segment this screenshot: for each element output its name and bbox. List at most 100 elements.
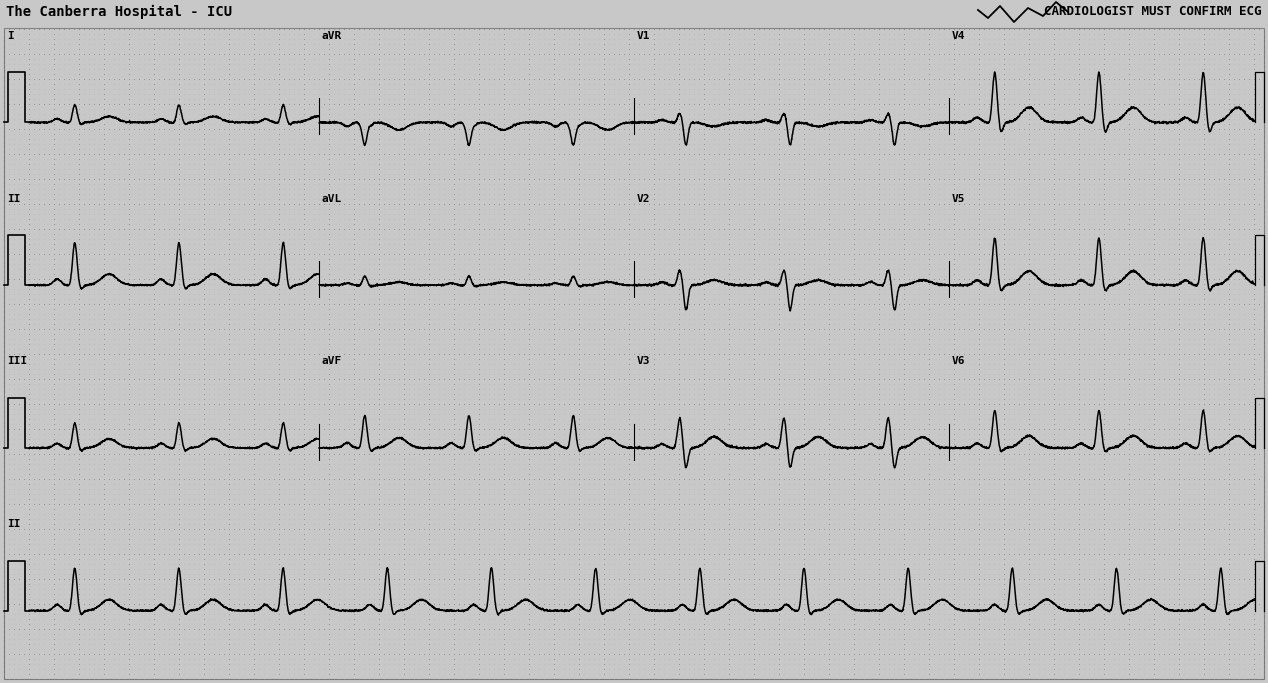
Point (768, 283, 789, 294)
Point (339, 628, 359, 639)
Point (848, 89, 869, 100)
Point (1254, 579, 1268, 589)
Point (1139, 294, 1159, 305)
Point (284, 464, 304, 475)
Point (829, 664, 850, 675)
Point (214, 404, 235, 415)
Point (544, 163, 564, 174)
Point (408, 548, 429, 559)
Point (434, 579, 454, 589)
Point (109, 169, 129, 180)
Point (124, 473, 145, 484)
Point (374, 134, 394, 145)
Point (134, 613, 155, 624)
Point (279, 658, 299, 669)
Point (1044, 454, 1064, 464)
Point (1208, 313, 1229, 324)
Point (678, 374, 699, 385)
Point (449, 649, 469, 660)
Point (369, 339, 389, 350)
Point (224, 469, 245, 479)
Point (389, 119, 410, 130)
Point (569, 514, 590, 525)
Point (994, 484, 1014, 494)
Point (848, 238, 869, 249)
Point (24, 59, 44, 70)
Point (858, 344, 879, 354)
Point (1144, 613, 1164, 624)
Point (249, 624, 269, 635)
Point (598, 499, 619, 510)
Point (184, 553, 204, 564)
Point (364, 59, 384, 70)
Point (1239, 283, 1259, 294)
Point (254, 178, 274, 189)
Point (469, 68, 489, 79)
Point (403, 113, 424, 124)
Point (124, 533, 145, 544)
Point (768, 628, 789, 639)
Point (729, 318, 749, 329)
Point (664, 673, 685, 683)
Point (109, 389, 129, 400)
Point (1208, 654, 1229, 665)
Point (179, 669, 199, 680)
Point (559, 169, 579, 180)
Point (588, 568, 609, 579)
Point (474, 38, 495, 49)
Point (434, 598, 454, 609)
Point (1129, 563, 1149, 574)
Point (853, 74, 874, 85)
Point (673, 223, 694, 234)
Point (624, 64, 644, 74)
Point (534, 303, 554, 314)
Point (683, 393, 704, 404)
Point (974, 563, 994, 574)
Point (569, 173, 590, 184)
Point (874, 259, 894, 270)
Point (14, 288, 34, 299)
Point (904, 59, 924, 70)
Point (464, 199, 484, 210)
Point (279, 329, 299, 339)
Point (583, 184, 604, 195)
Point (683, 413, 704, 424)
Point (744, 438, 765, 449)
Point (429, 574, 449, 585)
Point (839, 79, 860, 89)
Point (694, 589, 714, 600)
Point (989, 173, 1009, 184)
Point (429, 298, 449, 309)
Point (559, 408, 579, 419)
Point (1059, 389, 1079, 400)
Point (228, 374, 249, 385)
Point (634, 214, 654, 225)
Point (318, 428, 339, 439)
Point (1129, 283, 1149, 294)
Point (534, 553, 554, 564)
Point (654, 148, 675, 159)
Point (29, 199, 49, 210)
Point (189, 378, 209, 389)
Point (408, 469, 429, 479)
Point (583, 253, 604, 264)
Point (1089, 268, 1110, 279)
Point (1149, 359, 1169, 370)
Point (734, 298, 754, 309)
Point (614, 59, 634, 70)
Point (323, 104, 344, 115)
Point (264, 643, 284, 654)
Point (864, 524, 884, 535)
Point (153, 173, 174, 184)
Point (1149, 249, 1169, 260)
Point (503, 229, 524, 240)
Point (444, 443, 464, 454)
Point (134, 273, 155, 284)
Point (729, 479, 749, 490)
Point (598, 363, 619, 374)
Point (749, 158, 770, 169)
Point (318, 288, 339, 299)
Point (474, 643, 495, 654)
Point (989, 594, 1009, 604)
Point (1208, 193, 1229, 204)
